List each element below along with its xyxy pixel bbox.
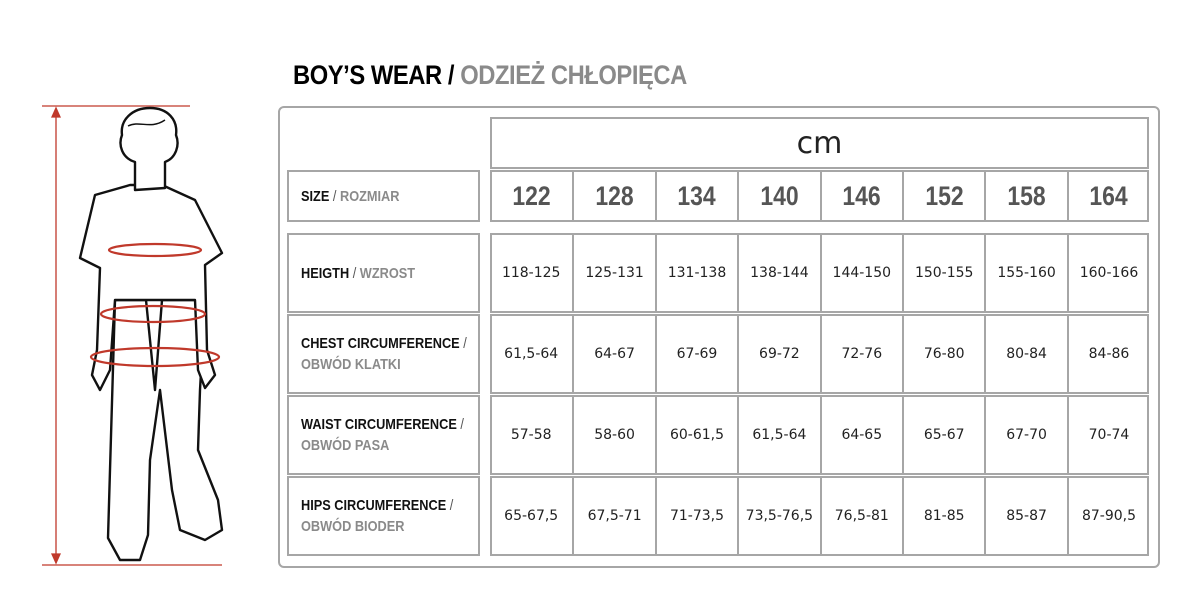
size-label-en: SIZE [301,187,330,205]
row-label-pl: OBWÓD BIODER [301,518,405,535]
size-row-label: SIZE / ROZMIAR [287,170,480,222]
waist-ring-icon [99,304,207,324]
table-cell: 69-72 [737,316,819,392]
row-label: CHEST CIRCUMFERENCE / OBWÓD KLATKI [287,314,480,394]
height-arrow-icon [42,105,222,566]
size-header-cell: 158 [984,172,1066,220]
size-value: 164 [1089,180,1129,211]
table-cell: 58-60 [572,397,654,473]
table-cell: 61,5-64 [737,397,819,473]
chest-ring-icon [107,242,203,258]
table-cell: 160-166 [1066,235,1149,311]
table-cell: 61,5-64 [504,346,559,362]
row-label-en: HEIGTH [301,264,350,282]
size-row: 122 128 134 140 146 152 158 164 [490,170,1149,222]
table-cell: 65-67 [902,397,984,473]
table-cell: 155-160 [984,235,1066,311]
title-separator: / [441,60,461,90]
size-header-cell: 146 [819,172,902,220]
table-cell: 71-73,5 [654,478,737,554]
table-cell: 80-84 [984,316,1066,392]
table-cell: 131-138 [654,235,737,311]
table-cell: 125-131 [572,235,654,311]
table-row: 65-67,5 67,5-71 71-73,5 73,5-76,5 76,5-81 81-… [490,476,1149,556]
table-cell: 73,5-76,5 [737,478,819,554]
table-cell: 84-86 [1066,316,1149,392]
table-cell: 144-150 [819,235,902,311]
table-row: 118-125 125-131 131-138 138-144 144-150 150-1… [490,233,1149,313]
title-en: BOY’S WEAR [293,60,442,90]
row-label-en: HIPS CIRCUMFERENCE [301,497,447,514]
table-cell: 60-61,5 [654,397,737,473]
row-label: HEIGTH / WZROST [287,233,480,313]
size-label-pl: ROZMIAR [339,187,400,205]
size-value: 134 [677,180,717,211]
table-cell: 64-67 [572,316,654,392]
row-label: HIPS CIRCUMFERENCE / OBWÓD BIODER [287,476,480,556]
table-cell: 138-144 [737,235,819,311]
size-header-cell: 134 [654,172,737,220]
table-cell: 72-76 [819,316,902,392]
boy-figure-icon [78,106,224,562]
size-value: 146 [842,180,881,211]
row-label-en: CHEST CIRCUMFERENCE [301,335,460,352]
size-value: 140 [760,180,799,211]
row-label-pl: OBWÓD KLATKI [301,356,401,373]
row-label-en: WAIST CIRCUMFERENCE [301,416,457,433]
table-cell: 76,5-81 [819,478,902,554]
table-cell: 65-67,5 [504,508,559,524]
table-cell: 87-90,5 [1066,478,1149,554]
boy-measurement-illustration [42,105,224,566]
size-value: 152 [925,180,964,211]
table-cell: 118-125 [501,265,561,281]
table-cell: 76-80 [902,316,984,392]
row-label-pl: WZROST [359,264,416,282]
hips-ring-icon [89,346,221,368]
table-cell: 57-58 [510,427,552,443]
row-label: WAIST CIRCUMFERENCE / OBWÓD PASA [287,395,480,475]
row-label-pl: OBWÓD PASA [301,437,390,454]
table-cell: 150-155 [902,235,984,311]
table-row: 57-58 58-60 60-61,5 61,5-64 64-65 65-67 67-70 7… [490,395,1149,475]
size-header-cell: 152 [902,172,984,220]
size-header-cell: 140 [737,172,819,220]
size-chart-frame [278,106,1160,568]
measurement-rings [89,242,221,368]
table-cell: 85-87 [984,478,1066,554]
unit-header: cm [490,117,1149,169]
size-header-cell: 164 [1066,172,1149,220]
page-title: BOY’S WEAR / ODZIEŻ CHŁOPIĘCA [293,60,687,91]
table-cell: 67-70 [984,397,1066,473]
table-row: 61,5-64 64-67 67-69 69-72 72-76 76-80 80-84 84-… [490,314,1149,394]
table-cell: 81-85 [902,478,984,554]
size-value: 158 [1007,180,1046,211]
size-header-cell: 122 [490,172,572,220]
title-pl: ODZIEŻ CHŁOPIĘCA [460,60,687,90]
size-value: 122 [512,180,551,211]
table-cell: 64-65 [819,397,902,473]
table-cell: 70-74 [1066,397,1149,473]
size-value: 128 [595,180,634,211]
table-cell: 67,5-71 [572,478,654,554]
size-header-cell: 128 [572,172,654,220]
unit-label: cm [796,125,843,161]
table-cell: 67-69 [654,316,737,392]
